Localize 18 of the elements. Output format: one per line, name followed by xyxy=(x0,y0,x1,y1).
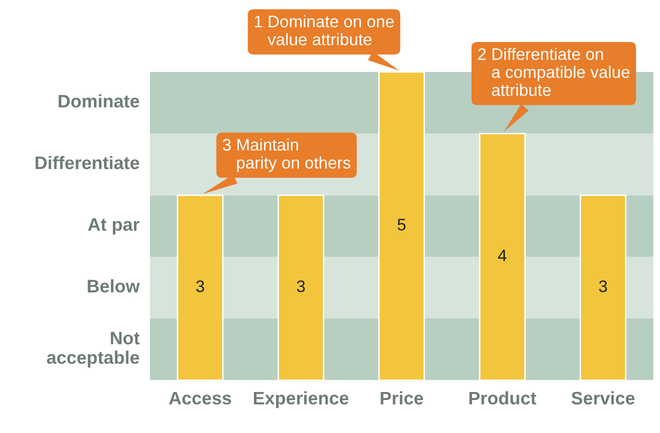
x-tick-label: Service xyxy=(571,391,635,405)
band-label: Below xyxy=(88,279,140,293)
x-tick-label: Experience xyxy=(254,391,348,408)
band-label: Differentiate xyxy=(36,156,140,170)
annotation: 3 Maintain parity on others xyxy=(222,138,350,172)
annotation: 1 Dominate on one value attribute xyxy=(254,15,394,46)
x-tick-label: Price xyxy=(380,391,424,405)
x-tick-label: Access xyxy=(169,392,232,405)
band-label: Not acceptable xyxy=(46,332,140,368)
data-label: 3 xyxy=(599,280,607,292)
data-label: 3 xyxy=(196,280,204,292)
data-label: 5 xyxy=(398,218,406,230)
data-label: 4 xyxy=(498,250,506,262)
annotation: 2 Differentiate on a compatible value attribute xyxy=(478,48,630,96)
band-label: At par xyxy=(88,218,140,234)
band-label: Dominate xyxy=(58,94,140,108)
data-label: 3 xyxy=(296,280,305,292)
x-tick-label: Product xyxy=(469,391,536,405)
